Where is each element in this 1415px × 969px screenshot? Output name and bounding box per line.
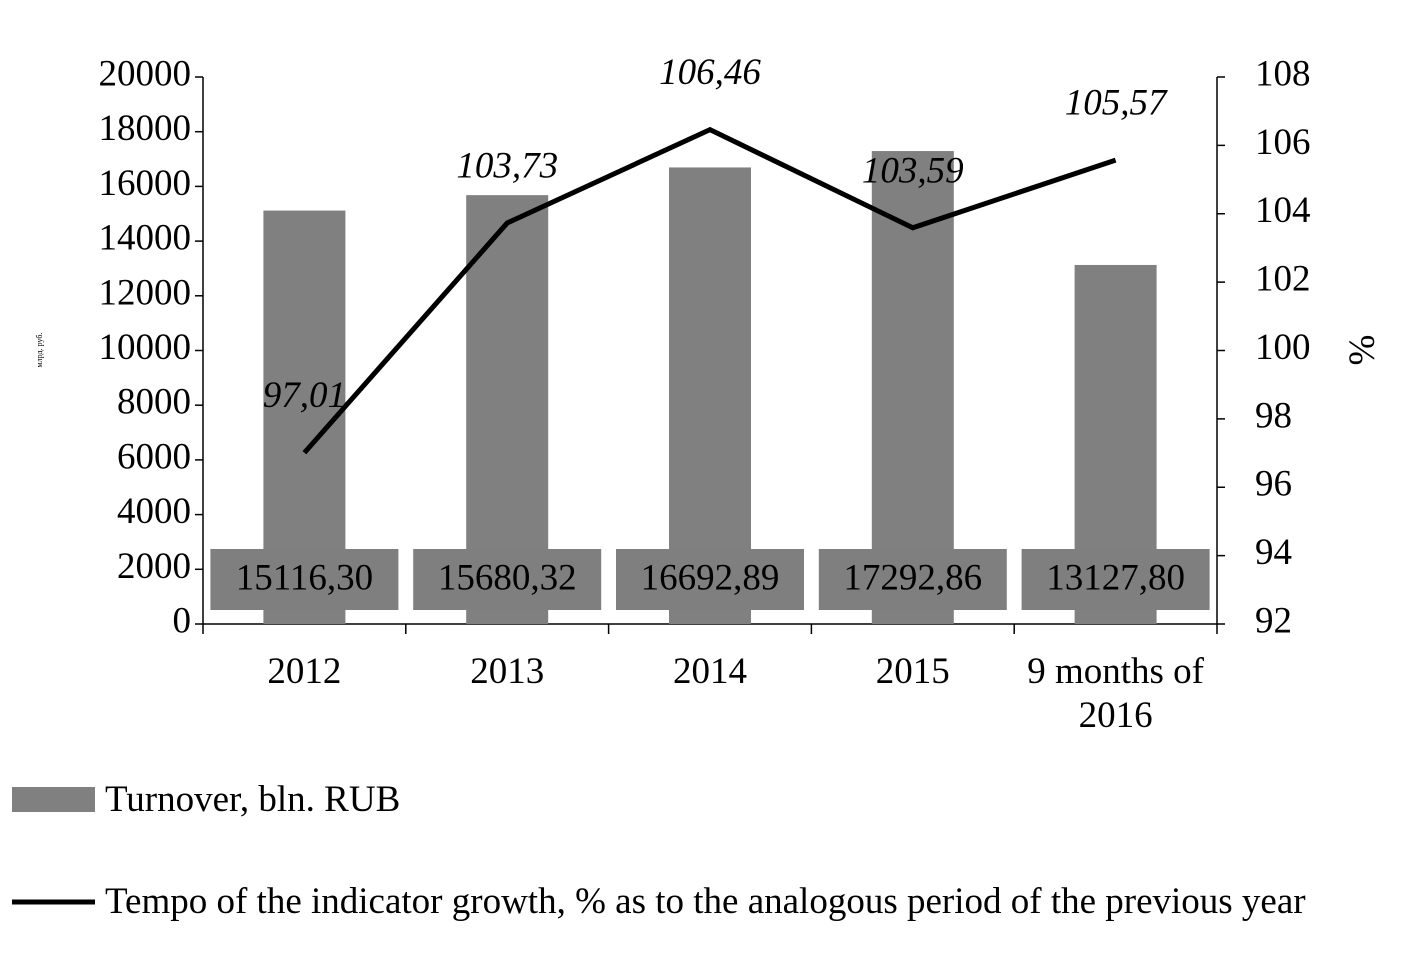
y2-tick-label: 108 (1255, 53, 1311, 94)
y-tick-label: 18000 (99, 108, 192, 149)
y-tick-label: 20000 (99, 53, 192, 94)
data-label: 103,59 (862, 150, 964, 191)
y-tick-label: 0 (173, 600, 192, 641)
y-tick-label: 16000 (99, 163, 192, 204)
line (302, 126, 1117, 455)
data-label: 97,01 (263, 375, 346, 416)
x-tick-label: 2015 (875, 651, 950, 692)
data-label: 15116,30 (236, 557, 373, 598)
y2-axis-label: % (1341, 335, 1382, 366)
y-tick-label: 6000 (117, 436, 191, 477)
data-label-box (413, 549, 602, 610)
data-label: 17292,86 (843, 557, 982, 598)
y-tick-label: 12000 (99, 272, 192, 313)
data-label-box (210, 549, 399, 610)
y-tick-label: 10000 (99, 327, 192, 368)
data-label: 106,46 (659, 52, 761, 93)
y2-tick-label: 102 (1255, 259, 1311, 300)
bar (669, 167, 751, 624)
data-label-box (1021, 549, 1210, 610)
y2-tick-label: 92 (1255, 600, 1292, 641)
data-label: 16692,89 (641, 557, 780, 598)
x-tick-label: 2013 (470, 651, 545, 692)
data-label: 103,73 (456, 145, 558, 186)
y-tick-label: 8000 (117, 382, 191, 423)
y2-tick-label: 104 (1255, 190, 1311, 231)
legend-swatch (12, 787, 95, 812)
data-label-box (616, 549, 804, 610)
y2-tick-label: 98 (1255, 395, 1292, 436)
x-tick-label: 2012 (267, 651, 342, 692)
y2-tick-label: 96 (1255, 464, 1292, 505)
x-tick-label: 9 months of 2016 (1027, 651, 1204, 736)
data-label: 15680,32 (438, 557, 577, 598)
y-axis-label: млрд. руб. (35, 333, 44, 368)
legend-label: Tempo of the indicator growth, % as to t… (105, 881, 1306, 922)
y-tick-label: 14000 (99, 218, 192, 259)
legend-label: Turnover, bln. RUB (105, 779, 401, 820)
y-tick-label: 2000 (117, 546, 191, 587)
y2-tick-label: 100 (1255, 327, 1311, 368)
y2-tick-label: 94 (1255, 532, 1292, 573)
data-label: 105,57 (1065, 83, 1168, 124)
data-label-box (818, 549, 1007, 610)
y2-tick-label: 106 (1255, 122, 1311, 163)
x-tick-label: 2014 (673, 651, 747, 692)
y-tick-label: 4000 (117, 491, 191, 532)
data-label: 13127,80 (1046, 557, 1185, 598)
